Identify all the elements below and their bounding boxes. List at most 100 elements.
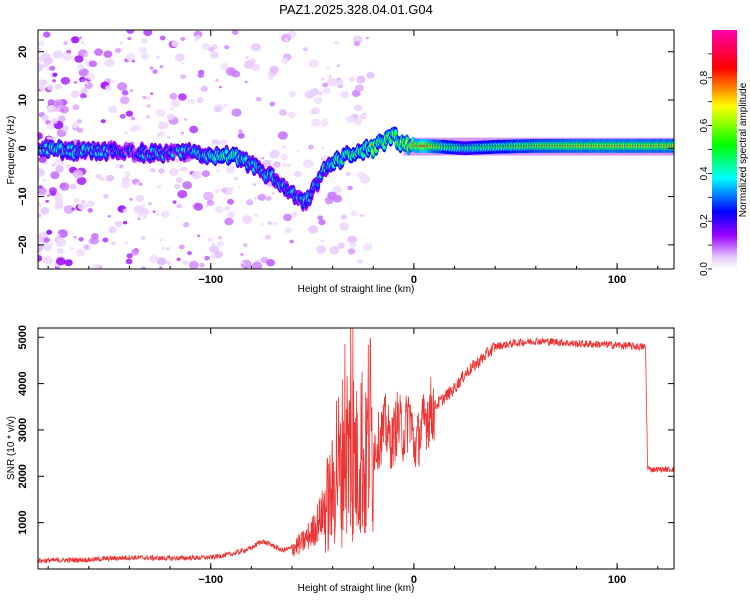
- noise-blob: [284, 38, 288, 42]
- snr-line-group: [38, 328, 674, 565]
- noise-blob: [41, 114, 49, 121]
- noise-blob: [227, 198, 234, 205]
- noise-blob: [143, 216, 147, 219]
- noise-blob: [205, 204, 209, 208]
- noise-blob: [322, 82, 329, 88]
- noise-blob: [296, 149, 300, 152]
- noise-blob: [42, 256, 54, 265]
- noise-blob: [80, 88, 88, 94]
- noise-blob: [304, 90, 315, 99]
- noise-blob: [321, 146, 325, 149]
- noise-blob: [63, 41, 68, 45]
- noise-blob: [38, 132, 43, 140]
- snr-y-tick-label: 2000: [17, 464, 29, 488]
- noise-blob: [183, 117, 188, 121]
- noise-blob: [84, 53, 89, 57]
- noise-blob: [159, 238, 163, 242]
- snr-x-tick-label: 0: [411, 574, 417, 586]
- noise-blob: [171, 40, 180, 47]
- noise-blob: [180, 74, 187, 80]
- noise-blob: [359, 114, 367, 120]
- noise-blob: [87, 200, 95, 207]
- noise-blob: [48, 187, 58, 194]
- noise-blob: [103, 60, 109, 65]
- noise-blob: [157, 132, 162, 137]
- noise-blob: [240, 261, 245, 265]
- noise-blob: [203, 191, 214, 201]
- y-tick-label: −10: [17, 187, 29, 206]
- colorbar: 0.0 0.2 0.4 0.6 0.8 Normalized spectral ampl…: [699, 30, 749, 276]
- noise-blob: [86, 72, 95, 80]
- noise-blob: [94, 48, 103, 56]
- noise-blob: [231, 186, 235, 190]
- noise-blob: [76, 127, 83, 133]
- noise-blob: [124, 240, 129, 245]
- noise-blob: [156, 213, 160, 217]
- noise-blob: [71, 207, 75, 211]
- noise-blob: [277, 131, 288, 140]
- spectrogram-xlabel: Height of straight line (km): [298, 284, 415, 295]
- noise-blob: [217, 235, 223, 240]
- noise-blob: [233, 176, 239, 181]
- snr-x-tick-label: 100: [608, 574, 626, 586]
- noise-blob: [159, 266, 163, 269]
- noise-blob: [178, 167, 184, 172]
- noise-blob: [159, 35, 166, 41]
- noise-blob: [187, 98, 195, 105]
- noise-blob: [70, 36, 80, 44]
- snr-xlabel: Height of straight line (km): [298, 583, 415, 594]
- noise-blob: [170, 107, 174, 111]
- noise-blob: [366, 71, 375, 79]
- spectrogram-ridge: [38, 126, 674, 212]
- noise-blob: [249, 198, 253, 202]
- noise-blob: [188, 260, 199, 269]
- noise-blob: [174, 183, 181, 189]
- noise-blob: [38, 250, 42, 257]
- colorbar-ticks: 0.0 0.2 0.4 0.6 0.8: [699, 53, 712, 276]
- noise-blob: [105, 174, 115, 182]
- noise-blob: [112, 80, 116, 83]
- noise-blob: [221, 187, 228, 193]
- colorbar-tick-label: 0.6: [699, 118, 710, 132]
- noise-blob: [251, 261, 263, 269]
- noise-blob: [38, 40, 45, 46]
- noise-blob: [231, 70, 241, 78]
- noise-blob: [165, 260, 171, 265]
- noise-blob: [76, 119, 83, 124]
- noise-blob: [69, 247, 74, 251]
- noise-blob: [108, 105, 118, 114]
- noise-blob: [175, 53, 185, 62]
- noise-blob: [196, 174, 201, 178]
- noise-blob: [57, 115, 66, 123]
- noise-blob: [337, 242, 345, 249]
- noise-blob: [140, 235, 146, 241]
- noise-blob: [43, 57, 54, 65]
- ridge-core: [315, 182, 320, 188]
- noise-blob: [137, 213, 143, 218]
- noise-blob: [79, 93, 87, 99]
- noise-blob: [174, 158, 180, 163]
- noise-blob: [50, 171, 60, 180]
- y-tick-label: 10: [17, 94, 29, 106]
- noise-blob: [311, 107, 320, 115]
- noise-blob: [145, 96, 152, 101]
- y-tick-label: −20: [17, 236, 29, 255]
- noise-blob: [158, 121, 168, 130]
- spectrogram-frame: [37, 29, 675, 270]
- noise-blob: [155, 55, 160, 59]
- noise-blob: [278, 109, 287, 116]
- noise-blob: [103, 194, 109, 199]
- noise-blob: [340, 214, 348, 220]
- colorbar-bar: [712, 30, 737, 269]
- noise-blob: [43, 237, 51, 243]
- noise-blob: [103, 50, 113, 58]
- noise-blob: [320, 239, 325, 243]
- noise-blob: [220, 62, 229, 70]
- noise-blob: [262, 159, 272, 168]
- noise-blob: [126, 30, 135, 34]
- noise-blob: [88, 60, 98, 68]
- noise-blob: [365, 36, 369, 40]
- noise-blob: [126, 253, 133, 259]
- noise-blob: [238, 129, 243, 134]
- noise-blob: [115, 164, 121, 169]
